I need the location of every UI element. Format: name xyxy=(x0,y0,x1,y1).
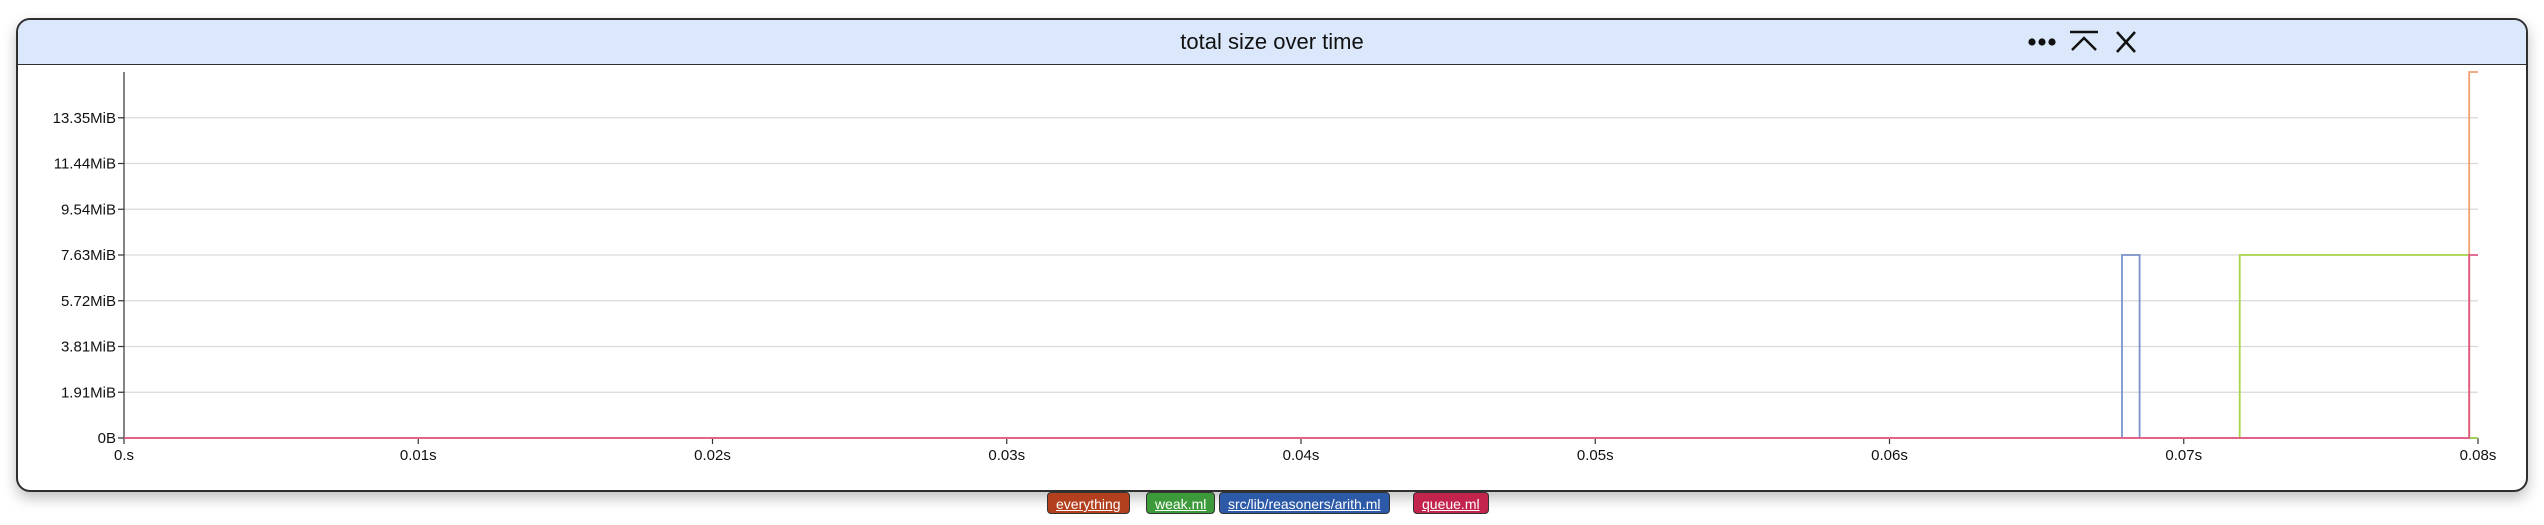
y-tick-label: 5.72MiB xyxy=(61,293,116,310)
legend-item[interactable]: queue.ml xyxy=(1413,492,1489,514)
legend-item[interactable]: weak.ml xyxy=(1146,492,1216,514)
legend-item[interactable]: everything xyxy=(1047,492,1130,514)
close-button[interactable] xyxy=(2108,26,2144,58)
y-tick-label: 0B xyxy=(98,430,116,447)
y-tick-label: 1.91MiB xyxy=(61,384,116,401)
title-bar: total size over time xyxy=(18,20,2526,65)
y-tick-label: 9.54MiB xyxy=(61,201,116,218)
legend: everything weak.ml src/lib/reasoners/arith… xyxy=(0,492,2544,516)
chart-window: total size over time 0B 1.91MiB 3.81MiB 5.7… xyxy=(16,18,2528,492)
collapse-up-icon xyxy=(2070,30,2098,51)
x-tick-label: 0.03s xyxy=(988,447,1025,464)
x-tick-label: 0.07s xyxy=(2165,447,2202,464)
x-tick-label: 0.02s xyxy=(694,447,731,464)
more-options-button[interactable] xyxy=(2024,26,2060,58)
series-line-queue-ml xyxy=(124,254,2478,439)
x-tick-label: 0.05s xyxy=(1577,447,1614,464)
x-tick-label: 0.04s xyxy=(1283,447,1320,464)
y-tick-label: 7.63MiB xyxy=(61,247,116,264)
more-horizontal-icon xyxy=(2028,38,2056,46)
y-tick-label: 13.35MiB xyxy=(53,110,116,127)
y-tick-label: 3.81MiB xyxy=(61,339,116,356)
x-tick-label: 0.06s xyxy=(1871,447,1908,464)
close-icon xyxy=(2116,31,2136,53)
x-tick-label: 0.08s xyxy=(2460,447,2497,464)
y-tick-label: 11.44MiB xyxy=(54,156,116,173)
x-tick-label: 0.01s xyxy=(400,447,437,464)
legend-item[interactable]: src/lib/reasoners/arith.ml xyxy=(1219,492,1390,514)
collapse-button[interactable] xyxy=(2066,26,2102,58)
x-tick-label: 0.s xyxy=(114,447,134,464)
window-title: total size over time xyxy=(1180,29,1364,54)
chart-plot-area: 0B 1.91MiB 3.81MiB 5.72MiB 7.63MiB 9.54MiB 11.… xyxy=(53,71,2497,464)
